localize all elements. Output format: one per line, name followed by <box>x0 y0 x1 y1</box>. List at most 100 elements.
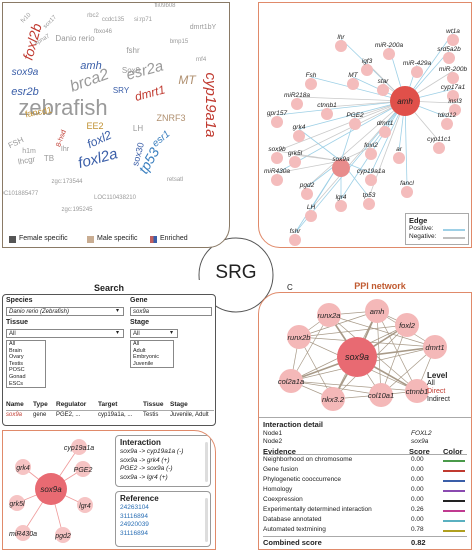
network-node[interactable] <box>347 78 359 90</box>
network-node-label: Fsh <box>306 72 317 79</box>
network-node[interactable] <box>401 186 413 198</box>
regulatory-network[interactable]: lhr miR-200a wt1a srd5a2b Fsh igf3 miR-429a miR… <box>259 3 471 247</box>
network-node[interactable] <box>383 48 395 60</box>
tissue-option[interactable]: All <box>9 341 45 348</box>
wordcloud-word[interactable]: dmrt1bY <box>190 24 217 31</box>
tissue-option[interactable]: ESCs <box>9 381 45 388</box>
network-node[interactable] <box>335 200 347 212</box>
network-node[interactable] <box>305 78 317 90</box>
wordcloud-word[interactable]: Danio rerio <box>55 34 95 43</box>
wordcloud-word[interactable]: TB <box>44 154 54 163</box>
stage-option[interactable]: Adult <box>133 348 173 355</box>
stage-option[interactable]: Embryonic <box>133 354 173 361</box>
network-node[interactable] <box>321 108 333 120</box>
network-node[interactable] <box>271 116 283 128</box>
stage-options[interactable]: All Adult Embryonic Juvenile <box>130 340 174 368</box>
network-node[interactable] <box>365 148 377 160</box>
wordcloud-word[interactable]: MT <box>178 73 197 87</box>
species-select[interactable]: Danio rerio (Zebrafish) <box>6 307 124 316</box>
tissue-option[interactable]: POSC <box>9 367 45 374</box>
reference-scrollbar[interactable] <box>205 498 208 542</box>
level-direct[interactable]: Direct <box>427 388 471 396</box>
interaction-scrollbar[interactable] <box>205 442 208 482</box>
network-node[interactable] <box>271 174 283 186</box>
wordcloud-word[interactable]: fbxo46 <box>94 29 113 35</box>
wordcloud-word[interactable]: sox17 <box>43 14 59 30</box>
network-node[interactable] <box>363 198 375 210</box>
network-node[interactable] <box>335 40 347 52</box>
wordcloud-word[interactable]: esr1 <box>150 129 172 150</box>
network-node[interactable] <box>365 174 377 186</box>
wordcloud-word[interactable]: dmrt1 <box>133 82 166 103</box>
network-node[interactable] <box>433 142 445 154</box>
wordcloud-word[interactable]: si:rp71 <box>134 17 153 23</box>
interaction-item[interactable]: PGE2 -> sox9a (-) <box>120 465 206 474</box>
level-legend-title: Level <box>427 371 471 380</box>
network-node[interactable] <box>411 66 423 78</box>
reference-link[interactable]: 31116894 <box>120 530 206 539</box>
network-node[interactable] <box>291 98 303 110</box>
network-node[interactable] <box>361 64 373 76</box>
tissue-option[interactable]: Ovary <box>9 354 45 361</box>
reference-link[interactable]: 24920039 <box>120 521 206 530</box>
wordcloud-word[interactable]: ZNRF3 <box>157 113 186 123</box>
wordcloud-word[interactable]: foxl2a <box>76 145 119 172</box>
wordcloud-word[interactable]: lhcgr <box>17 155 36 167</box>
wordcloud-word[interactable]: LOC101885477 <box>3 191 39 197</box>
network-node[interactable] <box>305 210 317 222</box>
wordcloud-word[interactable]: bmp15 <box>170 39 189 45</box>
col-header-stage: Stage <box>170 401 188 408</box>
network-node[interactable] <box>447 72 459 84</box>
wordcloud-word[interactable]: LH <box>133 124 143 133</box>
wordcloud-word[interactable]: retsatl <box>167 177 183 183</box>
network-node[interactable] <box>271 152 283 164</box>
wordcloud-word[interactable]: amh <box>80 60 101 72</box>
cell-name[interactable]: sox9a <box>6 412 22 418</box>
network-node[interactable] <box>349 118 361 130</box>
network-node[interactable] <box>443 52 455 64</box>
stage-option[interactable]: All <box>133 341 173 348</box>
reference-link[interactable]: 24263104 <box>120 504 206 513</box>
wordcloud-word[interactable]: fshr <box>126 46 140 55</box>
wordcloud-word[interactable]: zgc:173544 <box>51 179 83 185</box>
reference-link[interactable]: 31116894 <box>120 513 206 522</box>
wordcloud-word[interactable]: SRY <box>113 86 130 95</box>
tissue-options[interactable]: All Brain Ovary Testis POSC Gonad ESCs <box>6 340 46 388</box>
tissue-option[interactable]: Testis <box>9 361 45 368</box>
network-node[interactable] <box>289 234 301 246</box>
network-node[interactable] <box>447 34 459 46</box>
wordcloud-word[interactable]: fli09b08 <box>154 3 176 9</box>
network-node[interactable] <box>377 84 389 96</box>
wordcloud-word[interactable]: h1m <box>22 148 36 155</box>
gene-input[interactable]: sox9a <box>130 307 212 316</box>
wordcloud-word[interactable]: Ihr <box>61 146 70 153</box>
wordcloud-word[interactable]: ccdc135 <box>102 17 125 23</box>
tissue-option[interactable]: Brain <box>9 348 45 355</box>
network-node[interactable] <box>301 188 313 200</box>
wordcloud-word[interactable]: rnf4 <box>196 57 207 63</box>
network-node[interactable] <box>393 152 405 164</box>
interaction-item[interactable]: sox9a -> grk4 (+) <box>120 457 206 466</box>
network-node[interactable] <box>289 156 301 168</box>
level-indirect[interactable]: Indirect <box>427 396 471 404</box>
tissue-option[interactable]: Gonad <box>9 374 45 381</box>
wordcloud-word[interactable]: zgc:195245 <box>61 207 93 213</box>
tissue-select[interactable]: All <box>6 329 124 338</box>
sox9a-network[interactable]: sox9a cyp19a1a PGE2 grk4 grk5l lgr4 miR430a pgd… <box>3 431 111 549</box>
interaction-item[interactable]: sox9a -> cyp19a1a (-) <box>120 448 206 457</box>
wordcloud-word[interactable]: rbc2 <box>87 13 99 19</box>
ppi-title: PPI network <box>300 281 460 291</box>
stage-option[interactable]: Juvenile <box>133 361 173 368</box>
wordcloud-word[interactable]: sox9a <box>12 67 39 78</box>
wordcloud-word[interactable]: EE2 <box>86 121 103 131</box>
network-node[interactable] <box>441 118 453 130</box>
network-node[interactable] <box>379 126 391 138</box>
wordcloud-word[interactable]: esr2b <box>11 86 39 98</box>
level-all[interactable]: All <box>427 380 471 388</box>
wordcloud-word[interactable]: cyp19a1a <box>202 72 219 137</box>
wordcloud-word[interactable]: LOC110438210 <box>94 195 137 201</box>
network-node[interactable] <box>293 130 305 142</box>
interaction-item[interactable]: sox9a -> lgr4 (+) <box>120 474 206 483</box>
wordcloud-word[interactable]: Sox9 <box>122 66 141 75</box>
edge-legend: Edge Positive: Negative: <box>405 213 469 245</box>
